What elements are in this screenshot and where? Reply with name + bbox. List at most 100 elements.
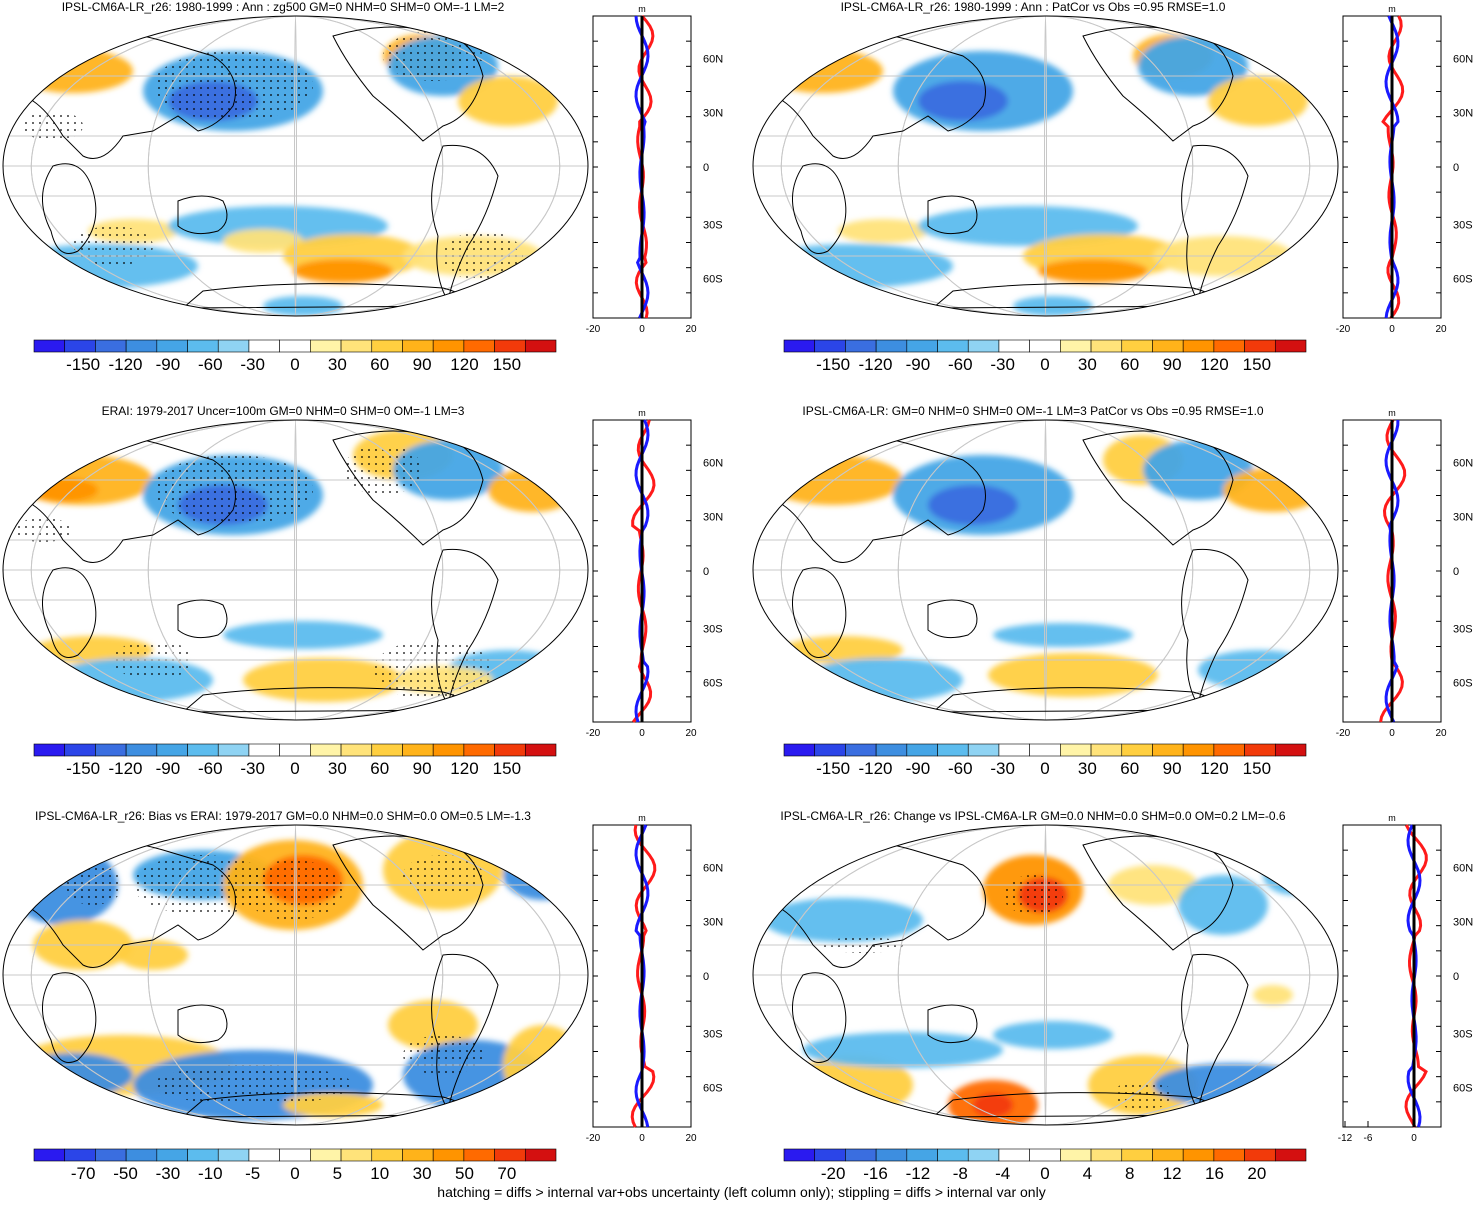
meridian-line [147,825,444,1125]
x-tick-label: -20 [1336,728,1351,739]
colorbar-segment [1274,1148,1307,1162]
lat-label: 0 [703,162,709,174]
colorbar-label: -10 [198,1164,223,1183]
zonal-profile: m -20 0 20 60N 30N 0 30S 60S [586,4,723,335]
panel-title: IPSL-CM6A-LR: GM=0 NHM=0 SHM=0 OM=-1 LM=… [802,404,1263,418]
stipple-region [383,31,483,81]
colorbar-segment [524,1148,557,1162]
lat-label: 60S [703,274,723,286]
x-tick-label: 0 [639,324,645,335]
contour-blob [928,485,1018,525]
panel-title: IPSL-CM6A-LR_r26: 1980-1999 : Ann : PatC… [841,0,1226,14]
lat-label: 60N [703,862,723,874]
contour-blob [993,1021,1113,1049]
map-field [753,16,1338,316]
colorbar-segment [279,339,311,353]
map-field [753,420,1338,720]
figure-caption: hatching = diffs > internal var+obs unce… [437,1184,1046,1200]
colorbar-segment [1152,339,1184,353]
colorbar-segment [248,743,280,757]
x-tick-label: -20 [1336,324,1351,335]
contour-blob [118,940,188,970]
lat-label: 0 [703,566,709,578]
coastline [792,163,847,254]
lat-label: 30N [703,512,723,524]
colorbar-segment [814,339,846,353]
lat-label: 30N [703,108,723,120]
colorbar-segment [1060,1148,1092,1162]
contour-blob [1038,259,1148,283]
colorbar-segment [1060,743,1092,757]
colorbar-label: 90 [1163,355,1182,374]
meridian-line [30,420,561,720]
contour-blob [263,296,343,316]
meridian-line [294,16,297,316]
meridian-line [897,16,1194,316]
colorbar-segment [494,339,526,353]
panel-1: IPSL-CM6A-LR_r26: 1980-1999 : Ann : zg50… [2,0,723,374]
graticule [3,825,588,1125]
lat-label: 60N [703,457,723,469]
graticule [753,825,1338,1125]
colorbar-segment [371,743,403,757]
coastline [431,144,499,303]
contour-blob [763,49,883,93]
stipple-region [153,51,313,121]
stipple-region [403,855,483,895]
lat-label: 60N [703,53,723,65]
stipple-region [343,445,423,495]
colorbar-segment [967,339,1000,353]
colorbar-label: 120 [1200,759,1228,778]
colorbar-segment [1274,743,1307,757]
colorbar-label: 90 [1163,759,1182,778]
colorbar-label: 120 [1200,355,1228,374]
lat-label: 0 [1453,162,1459,174]
x-tick-label: 20 [685,324,697,335]
x-tick-label: 20 [1435,324,1447,335]
x-tick-label: -12 [1338,1133,1353,1144]
coastline [927,195,978,235]
lat-label: 30S [1453,623,1473,635]
colorbar-label: -30 [240,759,265,778]
colorbar-segment [217,339,250,353]
stipple-region [1113,1080,1173,1110]
contour-blob [13,49,133,93]
colorbar-segment [875,743,908,757]
graticule [3,420,588,720]
contour-blob [503,850,583,900]
colorbar-segment [402,743,434,757]
meridian-line [897,825,1194,1125]
colorbar-segment [156,1148,188,1162]
coastline [42,163,97,254]
contour-blob [753,244,953,288]
contour-blob [1253,985,1293,1005]
colorbar-label: -70 [71,1164,96,1183]
colorbar-segment [906,743,938,757]
panel-title: IPSL-CM6A-LR_r26: Bias vs ERAI: 1979-201… [35,809,531,823]
colorbar-label: 20 [1247,1164,1266,1183]
colorbar-segment [906,339,938,353]
lat-label: 30N [1453,512,1473,524]
lat-label: 30S [703,623,723,635]
contour-blob [1208,76,1308,126]
profile-unit: m [1388,813,1396,823]
lat-label: 0 [1453,971,1459,983]
graticule [753,16,1338,316]
colorbar-label: 50 [455,1164,474,1183]
colorbar-segment [248,339,280,353]
panel-title: ERAI: 1979-2017 Uncer=100m GM=0 NHM=0 SH… [102,404,465,418]
zonal-profile: m -20 0 20 60N 30N 0 30S 60S [1336,4,1473,335]
colorbar-label: 70 [497,1164,516,1183]
colorbar-segment [998,339,1030,353]
stipple-region [13,518,73,542]
meridian-line [780,16,1311,316]
colorbar-segment [95,743,127,757]
colorbar: -150 -120 -90 -60 -30 0 30 60 90 120 150 [783,339,1307,374]
colorbar-label: -30 [990,355,1015,374]
meridian-line [147,420,444,720]
contour-blob [13,1053,133,1097]
colorbar-segment [783,743,816,757]
colorbar-label: 4 [1083,1164,1092,1183]
contour-blob [223,229,303,253]
colorbar-segment [845,1148,877,1162]
